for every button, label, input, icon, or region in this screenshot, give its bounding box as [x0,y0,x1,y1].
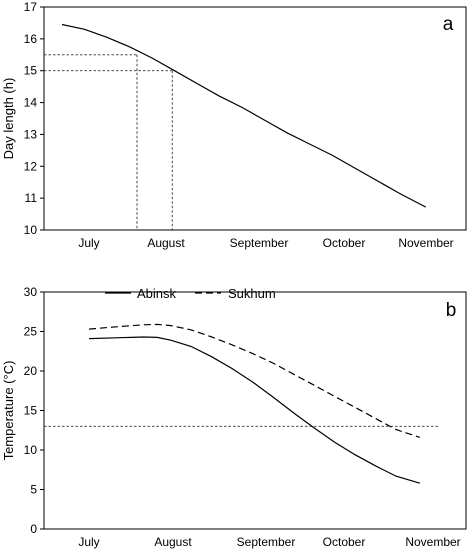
y-tick-label: 15 [24,64,38,78]
panel-a-marks: 10 11 12 13 14 15 16 17 July August September Octob… [24,0,454,250]
y-tick-label: 14 [24,96,38,110]
x-tick-label-september: September [230,236,289,250]
y-tick-label: 5 [30,483,37,497]
x-tick-label-august: August [154,535,192,549]
y-tick-label: 10 [24,223,38,237]
y-tick-label: 17 [24,0,38,14]
y-tick-label: 20 [24,364,38,378]
y-axis-title: Temperature (°C) [1,361,16,461]
y-tick-label: 30 [24,285,38,299]
y-tick-label: 15 [24,404,38,418]
panel-b-marks: 0 5 10 15 20 25 30 July August September October No… [24,285,461,549]
x-tick-label-november: November [405,535,460,549]
chart-panel-a: 10 11 12 13 14 15 16 17 July August September Octob… [1,0,467,250]
series-line-sukhum [88,323,420,438]
legend-label-abinsk: Abinsk [137,286,177,301]
y-tick-label: 13 [24,127,38,141]
plot-area-frame [43,291,467,530]
x-tick-label-october: October [323,535,366,549]
x-tick-label-august: August [147,236,185,250]
plot-area-frame [43,6,467,231]
x-tick-label-october: October [323,236,366,250]
chart-panel-b: 0 5 10 15 20 25 30 July August September October No… [1,285,467,549]
y-tick-label: 12 [24,159,38,173]
panel-letter: a [443,14,454,35]
y-axis-title: Day length (h) [1,78,16,160]
y-tick-label: 10 [24,443,38,457]
x-tick-label-november: November [398,236,453,250]
y-tick-label: 0 [30,522,37,536]
y-tick-label: 25 [24,325,38,339]
y-tick-label: 11 [25,191,38,205]
panel-letter: b [446,300,457,321]
x-tick-label-september: September [237,535,296,549]
series-line-abinsk [88,336,420,484]
legend-label-sukhum: Sukhum [228,286,276,301]
legend: Abinsk Sukhum [105,286,276,301]
y-tick-label: 16 [24,32,38,46]
series-line-0 [61,23,427,208]
x-tick-label-july: July [78,236,99,250]
x-tick-label-july: July [78,535,99,549]
